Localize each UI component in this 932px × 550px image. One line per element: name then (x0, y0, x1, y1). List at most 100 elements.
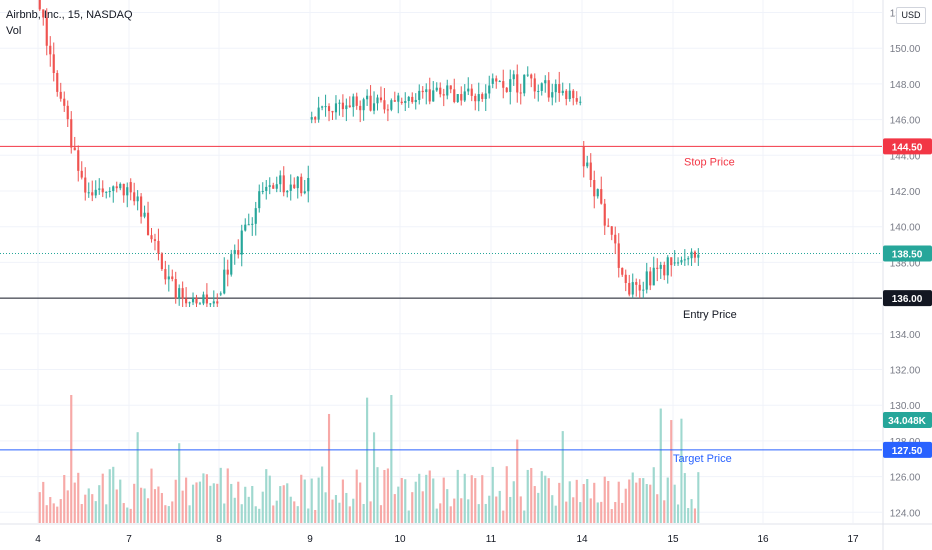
volume-bar (400, 477, 403, 523)
volume-bar (185, 477, 188, 523)
time-axis[interactable]: 4 7 8 9 10 11 14 15 16 17 (0, 523, 932, 545)
level-price-tag (883, 441, 932, 458)
level-price-label: 136.00 (892, 294, 923, 305)
volume-bar (579, 502, 582, 523)
volume-bar (645, 484, 648, 523)
volume-bar (677, 504, 680, 523)
y-tick-label: 134.00 (890, 330, 921, 341)
candle-body (126, 187, 129, 196)
candle-body (286, 190, 289, 193)
volume-bar (49, 497, 52, 523)
volume-bar (593, 482, 596, 523)
candle-body (101, 188, 104, 193)
volume-bar (477, 504, 480, 523)
volume-bar (122, 503, 125, 523)
candle-body (143, 212, 146, 217)
volume-bar (198, 481, 202, 523)
candle-body (115, 186, 118, 189)
y-tick-label: 148.00 (890, 80, 921, 91)
candle-body (652, 267, 655, 286)
volume-bar (561, 431, 564, 523)
volume-bar (153, 489, 157, 523)
y-tick-label: 132.00 (890, 365, 921, 376)
candle-body (453, 89, 456, 102)
currency-button[interactable]: USD (896, 7, 926, 24)
volume-bar (638, 478, 641, 523)
candle-body (397, 95, 400, 102)
volume-bar (275, 500, 278, 523)
candle-body (66, 105, 69, 120)
candle-body (477, 94, 480, 102)
volume-bar (456, 469, 459, 523)
candle-body (261, 190, 264, 192)
volume-bar (649, 484, 652, 523)
volume-bar (150, 468, 153, 523)
candle-body (129, 182, 132, 193)
candle-body (237, 250, 240, 255)
candle-body (551, 92, 554, 98)
candle-body (317, 107, 320, 120)
volume-bar (338, 502, 341, 523)
volume-bar (171, 501, 174, 523)
price-axis[interactable]: 124.00126.00128.00130.00132.00134.00136.… (882, 0, 932, 550)
candle-body (307, 178, 310, 192)
annotation-text: Target Price (673, 453, 732, 465)
volume-bar (136, 432, 139, 523)
volume-bar (115, 489, 118, 523)
candle-body (656, 267, 659, 269)
volume-bar (355, 469, 358, 523)
candle-body (593, 180, 596, 197)
candle-body (73, 147, 76, 151)
volume-bar (568, 481, 571, 523)
candle-body (498, 81, 501, 83)
candle-body (379, 97, 383, 101)
candle-body (383, 100, 386, 110)
volume-bar (126, 507, 129, 523)
volume-bar (52, 503, 55, 523)
candle-body (446, 85, 449, 96)
x-tick-label: 15 (667, 534, 679, 545)
volume-bar (80, 504, 83, 523)
volume-bar (254, 506, 257, 523)
volume-bar (258, 508, 261, 523)
candle-body (45, 17, 48, 46)
candle-body (119, 183, 122, 189)
volume-bar (289, 496, 292, 523)
candle-body (251, 223, 254, 225)
volume-bar (551, 495, 554, 523)
volume-bar (247, 496, 250, 523)
volume-bar (572, 497, 575, 523)
candle-body (428, 89, 431, 102)
candle-body (523, 74, 526, 94)
candle-body (279, 175, 282, 185)
volume-bar (386, 468, 389, 523)
volume-bar (547, 478, 550, 523)
horizontal-lines (0, 145, 882, 451)
volume-bar (143, 488, 146, 523)
volume-bar (407, 510, 410, 523)
candle-body (547, 80, 550, 98)
candle-body (579, 101, 582, 103)
volume-bar (98, 485, 101, 523)
candle-body (421, 90, 424, 93)
candle-body (484, 93, 487, 99)
candle-body (404, 100, 407, 104)
volume-bar (428, 470, 431, 523)
volume-bar (383, 469, 386, 523)
last-price-tag (883, 245, 932, 262)
volume-bar (690, 499, 693, 523)
volume-bar (38, 492, 41, 523)
volume-bar (160, 493, 163, 523)
volume-bar (533, 486, 536, 523)
candle-body (467, 88, 470, 92)
x-tick-label: 7 (126, 534, 132, 545)
candle-body (226, 269, 229, 275)
candle-body (212, 301, 215, 304)
candle-body (202, 294, 205, 304)
volume-bar (670, 420, 673, 523)
volume-bar (693, 508, 696, 523)
volume-bar (91, 494, 94, 523)
candle-body (596, 189, 599, 197)
candle-body (666, 257, 669, 276)
